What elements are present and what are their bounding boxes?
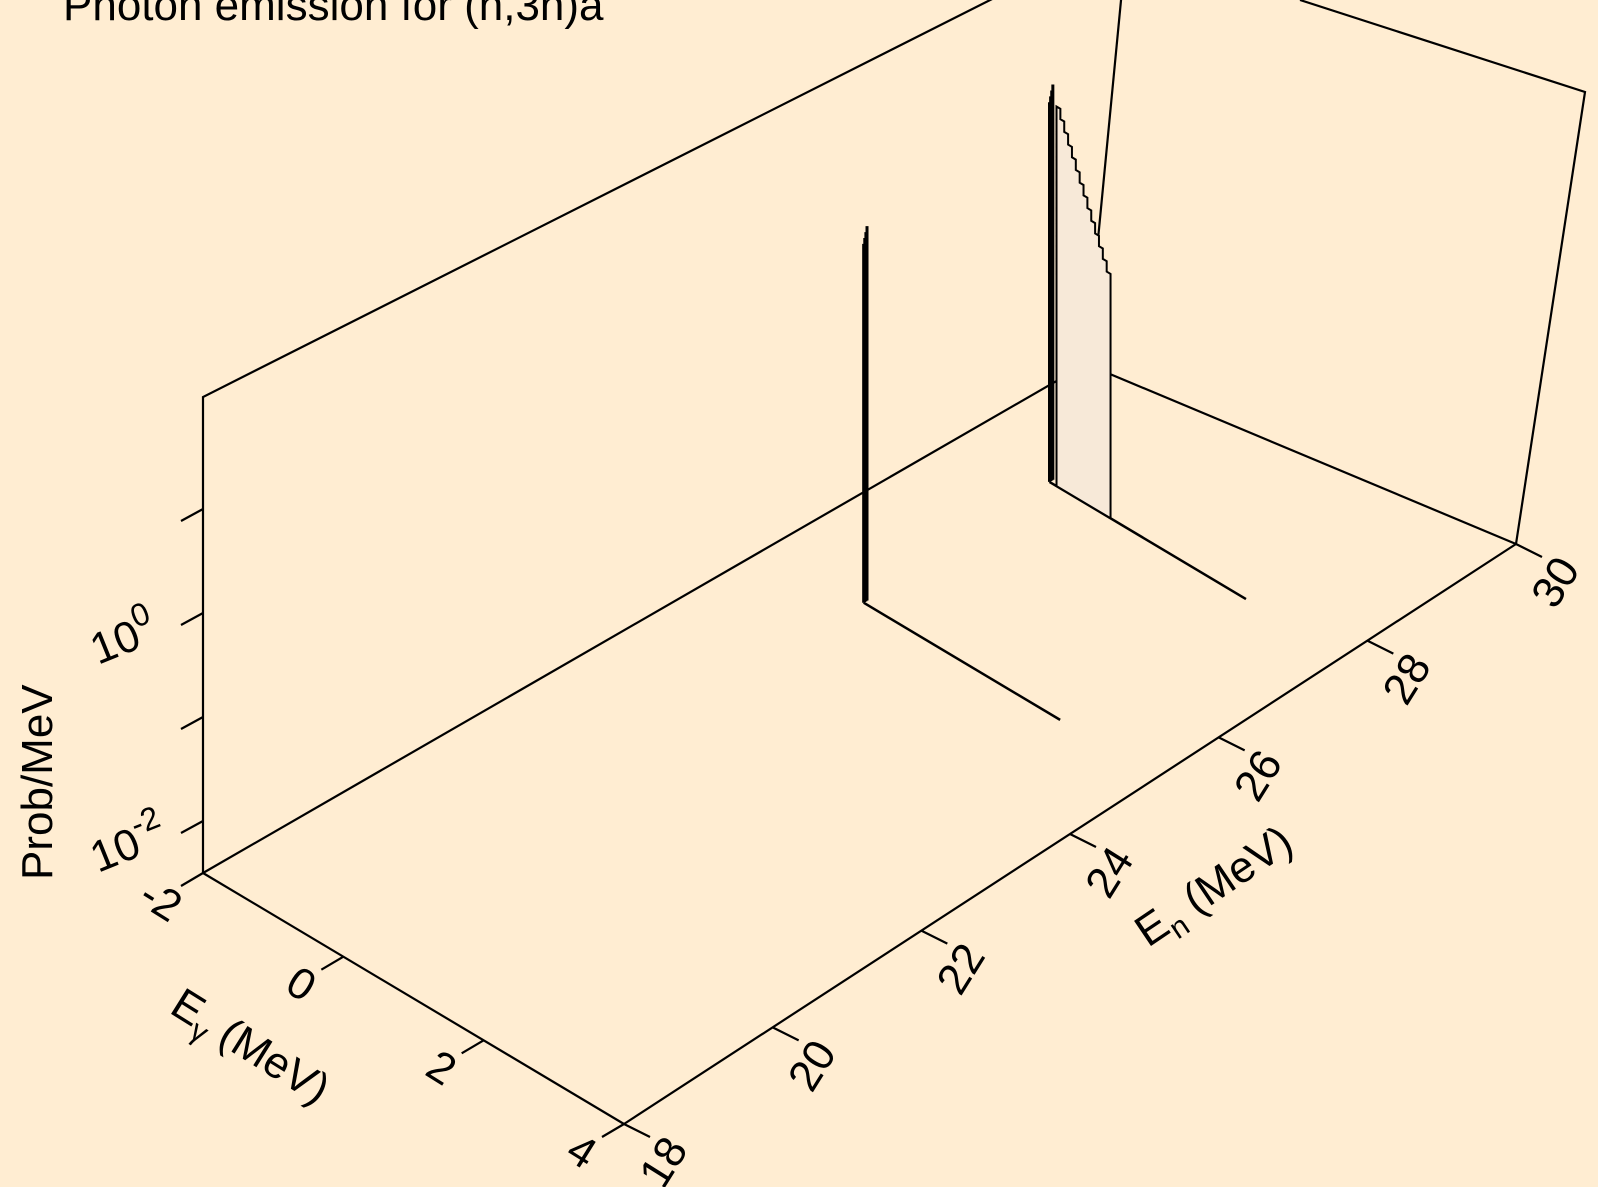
en-axis-label: En (MeV): [1126, 816, 1305, 962]
en-tick-mark: [920, 929, 948, 945]
en-tick-mark: [623, 1123, 651, 1138]
en-tick-label: 26: [1225, 742, 1292, 809]
egamma-tick-mark: [461, 1039, 485, 1055]
z-tick-mark: [180, 716, 204, 730]
egamma-tick-mark: [320, 955, 344, 971]
chart-title: Photon emission for (n,3n)a: [63, 0, 604, 30]
en-tick-mark: [1069, 833, 1097, 848]
egamma-tick-mark: [601, 1123, 625, 1138]
right-wall: [1299, 0, 1587, 545]
egamma-axis-label: Eγ (MeV): [159, 979, 338, 1120]
en-tick-mark: [1218, 736, 1246, 752]
egamma-tick-mark: [180, 872, 204, 887]
en-axis-ticks: 18 20 22 24 26 28 30: [623, 543, 1589, 1187]
spectrum-baseline: [863, 601, 1061, 721]
data-series: [862, 84, 1247, 721]
en-tick-label: 22: [927, 935, 994, 1002]
z-tick-label: 10-2: [80, 799, 174, 883]
en-tick-label: 24: [1076, 839, 1143, 906]
egamma-tick-label: 2: [418, 1041, 465, 1096]
egamma-label-unit: (MeV): [200, 1002, 338, 1114]
spectrum-step-area: [1055, 104, 1112, 521]
z-tick-mark: [180, 508, 204, 522]
z-tick-label: 100: [80, 595, 164, 675]
floor-right-edge: [1085, 362, 1517, 546]
z-tick-mark: [180, 820, 204, 834]
plot-box: [201, 0, 1587, 1125]
en-tick-mark: [1515, 543, 1543, 558]
egamma-tick-label: 0: [278, 957, 325, 1012]
egamma-tick-label: -2: [131, 870, 190, 932]
en-tick-label: 28: [1373, 645, 1440, 712]
z-axis-label: Prob/MeV: [13, 684, 62, 880]
z-tick-mark: [180, 612, 204, 626]
en-tick-label: 20: [779, 1032, 846, 1099]
en-tick-mark: [772, 1026, 800, 1042]
egamma-axis-line: [202, 872, 625, 1125]
en-label-unit: (MeV): [1164, 816, 1301, 930]
back-wall-left: [201, 0, 993, 873]
floor-diagonal: [202, 363, 1087, 874]
en-tick-label: 30: [1522, 549, 1589, 616]
z-axis-ticks: 10-2 100: [80, 508, 204, 883]
en-tick-mark: [1366, 639, 1394, 655]
egamma-tick-label: 4: [558, 1124, 605, 1179]
en-tick-label: 18: [630, 1129, 697, 1187]
